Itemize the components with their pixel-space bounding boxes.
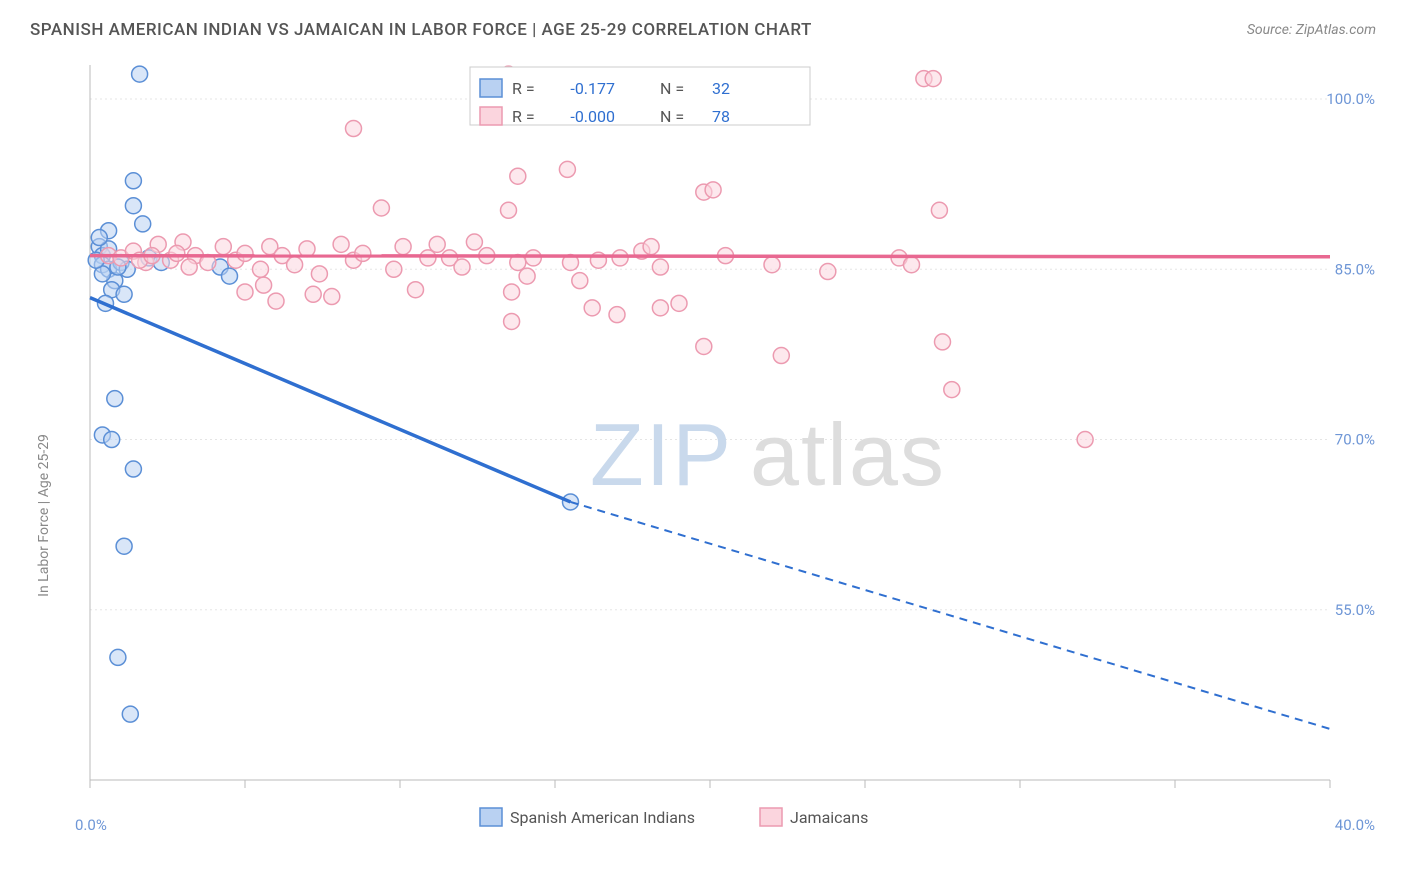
point-series-b — [652, 300, 668, 316]
trendline-series-a-dashed — [571, 502, 1331, 729]
legend-n-label: N = — [660, 79, 684, 98]
x-tick-label: 0.0% — [75, 816, 107, 834]
point-series-a — [91, 230, 107, 246]
point-series-b — [454, 259, 470, 275]
trendline-series-a-solid — [90, 298, 571, 502]
point-series-a — [116, 538, 132, 554]
chart-container: 55.0% 70.0% 85.0% 100.0% ZIPatlas 0.0% 40.0% In… — [30, 55, 1376, 855]
bottom-legend-swatch-b — [760, 808, 782, 826]
point-series-b — [671, 295, 687, 311]
legend-r-label: R = — [512, 79, 535, 98]
point-series-b — [215, 239, 231, 255]
point-series-b — [169, 245, 185, 261]
legend-n-value: 78 — [712, 107, 730, 126]
point-series-a — [122, 706, 138, 722]
bottom-legend-swatch-a — [480, 808, 502, 826]
point-series-b — [324, 289, 340, 305]
point-series-b — [705, 182, 721, 198]
point-series-b — [904, 257, 920, 273]
point-series-b — [355, 245, 371, 261]
point-series-b — [643, 239, 659, 255]
watermark-atlas: atlas — [750, 405, 946, 504]
point-series-b — [333, 236, 349, 252]
y-axis-label: In Labor Force | Age 25-29 — [36, 434, 52, 597]
y-tick-label: 100.0% — [1326, 90, 1375, 108]
point-series-b — [268, 293, 284, 309]
point-series-b — [466, 234, 482, 250]
point-series-b — [944, 382, 960, 398]
bottom-legend-label-a: Spanish American Indians — [510, 808, 695, 827]
point-series-b — [287, 257, 303, 273]
point-series-b — [253, 261, 269, 277]
point-series-a — [135, 216, 151, 232]
x-tick-label: 40.0% — [1335, 816, 1375, 834]
point-series-b — [501, 202, 517, 218]
point-series-a — [104, 432, 120, 448]
point-series-a — [132, 66, 148, 82]
point-series-a — [110, 649, 126, 665]
point-series-b — [652, 259, 668, 275]
point-series-b — [408, 282, 424, 298]
watermark: ZIPatlas — [590, 405, 946, 504]
point-series-b — [559, 161, 575, 177]
point-series-a — [125, 198, 141, 214]
legend-swatch — [480, 107, 502, 125]
point-series-b — [696, 338, 712, 354]
y-tick-label: 55.0% — [1335, 601, 1375, 619]
point-series-b — [237, 284, 253, 300]
legend-r-value: -0.000 — [570, 107, 615, 126]
source-attribution: Source: ZipAtlas.com — [1247, 22, 1376, 38]
point-series-b — [925, 71, 941, 87]
legend-n-label: N = — [660, 107, 684, 126]
point-series-b — [612, 250, 628, 266]
point-series-b — [519, 268, 535, 284]
point-series-b — [935, 334, 951, 350]
point-series-b — [256, 277, 272, 293]
point-series-b — [764, 257, 780, 273]
point-series-b — [609, 307, 625, 323]
point-series-b — [1077, 432, 1093, 448]
point-series-b — [346, 121, 362, 137]
point-series-b — [931, 202, 947, 218]
point-series-b — [584, 300, 600, 316]
point-series-b — [504, 313, 520, 329]
scatter-chart: 55.0% 70.0% 85.0% 100.0% ZIPatlas 0.0% 40.0% In… — [30, 55, 1376, 855]
point-series-b — [395, 239, 411, 255]
point-series-b — [572, 273, 588, 289]
bottom-legend-label-b: Jamaicans — [790, 808, 868, 827]
watermark-zip: ZIP — [590, 405, 733, 504]
point-series-b — [305, 286, 321, 302]
source-name: ZipAtlas.com — [1296, 22, 1376, 38]
point-series-b — [525, 250, 541, 266]
trendline-series-b — [90, 256, 1330, 257]
y-tick-label: 85.0% — [1335, 260, 1375, 278]
point-series-b — [510, 168, 526, 184]
point-series-b — [373, 200, 389, 216]
point-series-b — [820, 264, 836, 280]
point-series-b — [504, 284, 520, 300]
point-series-a — [222, 268, 238, 284]
legend-r-value: -0.177 — [570, 79, 615, 98]
source-label: Source: — [1247, 22, 1296, 38]
point-series-b — [420, 250, 436, 266]
point-series-a — [125, 461, 141, 477]
legend-r-label: R = — [512, 107, 535, 126]
point-series-b — [386, 261, 402, 277]
point-series-b — [773, 348, 789, 364]
point-series-a — [116, 286, 132, 302]
legend-n-value: 32 — [712, 79, 730, 98]
chart-title: SPANISH AMERICAN INDIAN VS JAMAICAN IN L… — [30, 20, 812, 40]
y-tick-label: 70.0% — [1335, 431, 1375, 449]
point-series-b — [429, 236, 445, 252]
legend-swatch — [480, 79, 502, 97]
point-series-a — [125, 173, 141, 189]
point-series-b — [181, 259, 197, 275]
point-series-b — [237, 245, 253, 261]
point-series-a — [107, 391, 123, 407]
point-series-b — [311, 266, 327, 282]
